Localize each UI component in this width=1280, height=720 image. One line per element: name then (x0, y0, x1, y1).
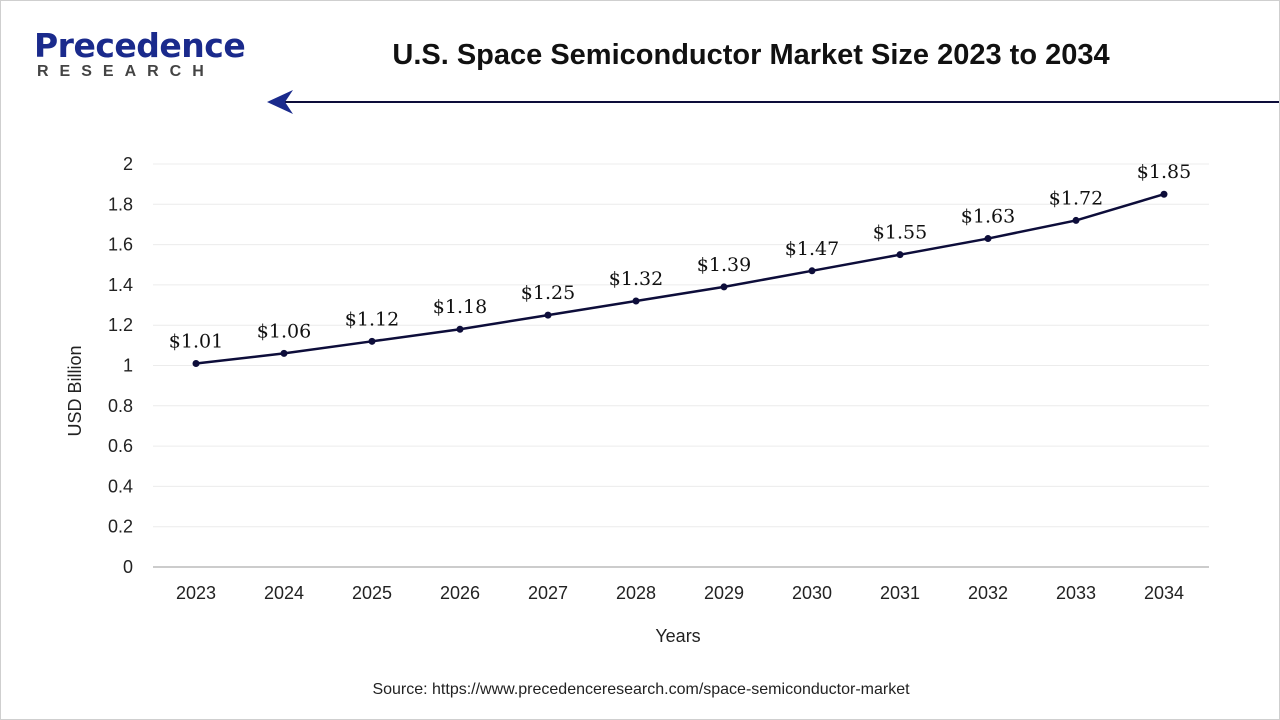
x-axis-label: Years (655, 626, 700, 646)
header-arrow-icon (267, 90, 1279, 114)
data-label: $1.18 (433, 296, 487, 318)
data-label: $1.55 (873, 222, 927, 244)
x-tick-label: 2027 (528, 583, 568, 603)
data-point (808, 267, 816, 275)
x-tick-label: 2032 (968, 583, 1008, 603)
series-line (195, 193, 1165, 365)
logo-line2: RESEARCH (37, 63, 215, 80)
data-point (280, 349, 288, 357)
y-tick-label: 0.6 (108, 436, 133, 456)
y-tick-label: 0 (123, 557, 133, 577)
data-label: $1.12 (345, 308, 399, 330)
data-label: $1.85 (1137, 161, 1191, 183)
data-label: $1.72 (1049, 187, 1103, 209)
data-point (720, 283, 728, 291)
x-tick-label: 2033 (1056, 583, 1096, 603)
x-tick-label: 2030 (792, 583, 832, 603)
x-tick-label: 2024 (264, 583, 304, 603)
y-tick-label: 2 (123, 154, 133, 174)
logo-line1: Precedence (34, 26, 246, 65)
y-tick-label: 1.4 (108, 275, 133, 295)
data-point (1160, 190, 1168, 198)
x-tick-label: 2029 (704, 583, 744, 603)
x-tick-label: 2028 (616, 583, 656, 603)
data-point (896, 251, 904, 259)
y-axis-label: USD Billion (65, 345, 85, 436)
data-label: $1.32 (609, 268, 663, 290)
y-tick-label: 1 (123, 356, 133, 376)
y-tick-label: 1.6 (108, 235, 133, 255)
x-tick-label: 2034 (1144, 583, 1184, 603)
data-point (192, 359, 200, 367)
source-note: Source: https://www.precedenceresearch.c… (372, 681, 910, 698)
data-label: $1.47 (785, 238, 839, 260)
data-point (1072, 216, 1080, 224)
y-tick-label: 0.2 (108, 517, 133, 537)
data-point (456, 325, 464, 333)
data-point (544, 311, 552, 319)
data-label: $1.01 (169, 330, 223, 352)
data-point (368, 337, 376, 345)
x-tick-label: 2023 (176, 583, 216, 603)
y-tick-label: 0.4 (108, 476, 133, 496)
y-tick-label: 1.2 (108, 315, 133, 335)
data-label: $1.39 (697, 254, 751, 276)
data-label: $1.06 (257, 320, 311, 342)
data-label: $1.25 (521, 282, 575, 304)
data-label: $1.63 (961, 206, 1015, 228)
logo: Precedence RESEARCH (34, 26, 246, 81)
data-point (632, 297, 640, 305)
x-tick-label: 2031 (880, 583, 920, 603)
y-tick-label: 1.8 (108, 194, 133, 214)
x-tick-label: 2026 (440, 583, 480, 603)
y-tick-label: 0.8 (108, 396, 133, 416)
data-point (984, 235, 992, 243)
chart-title: U.S. Space Semiconductor Market Size 202… (392, 39, 1110, 71)
x-tick-label: 2025 (352, 583, 392, 603)
